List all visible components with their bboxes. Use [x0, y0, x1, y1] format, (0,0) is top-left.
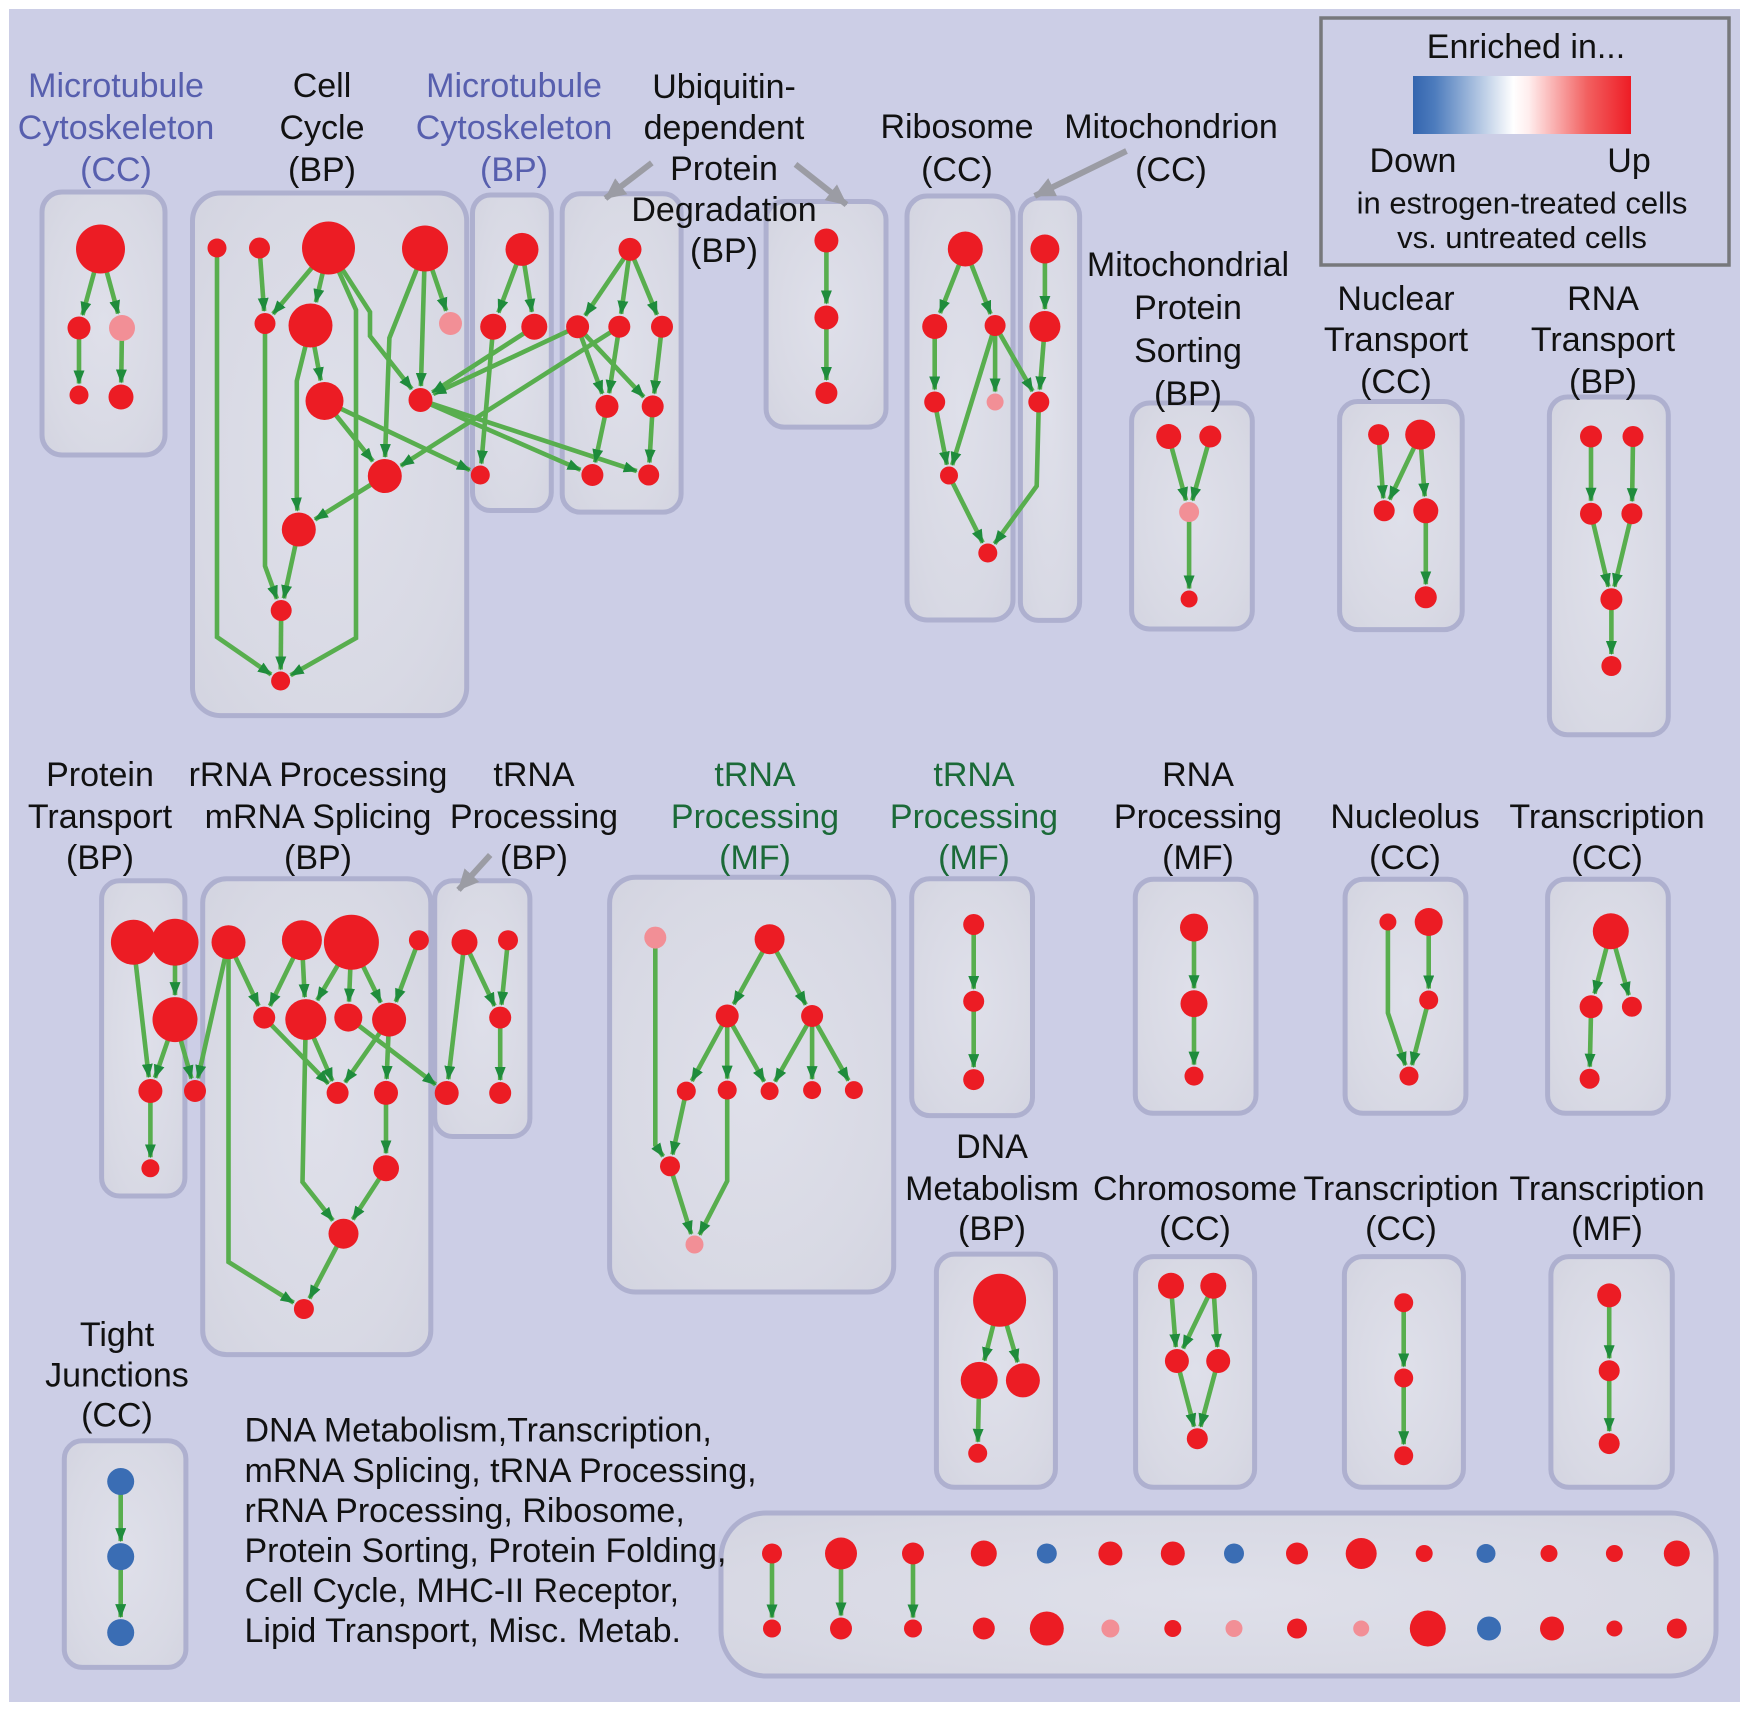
- svg-text:Down: Down: [1370, 142, 1457, 180]
- svg-text:Metabolism: Metabolism: [905, 1170, 1079, 1208]
- svg-text:Degradation: Degradation: [631, 191, 816, 229]
- svg-text:(BP): (BP): [480, 151, 548, 189]
- svg-text:Transport: Transport: [1324, 321, 1469, 359]
- svg-text:(CC): (CC): [81, 1397, 153, 1435]
- svg-text:(CC): (CC): [80, 151, 152, 189]
- svg-text:(CC): (CC): [1135, 151, 1207, 189]
- svg-text:(MF): (MF): [1571, 1210, 1643, 1248]
- svg-text:(CC): (CC): [1571, 839, 1643, 877]
- svg-text:Processing: Processing: [671, 798, 839, 836]
- svg-text:(BP): (BP): [690, 232, 758, 270]
- svg-text:Transcription: Transcription: [1509, 798, 1704, 836]
- svg-text:(BP): (BP): [958, 1210, 1026, 1248]
- svg-text:(CC): (CC): [1365, 1210, 1437, 1248]
- svg-text:Transport: Transport: [28, 798, 173, 836]
- svg-text:DNA: DNA: [956, 1128, 1028, 1166]
- svg-text:Protein: Protein: [670, 150, 778, 188]
- svg-text:(CC): (CC): [1369, 839, 1441, 877]
- svg-text:Transcription: Transcription: [1303, 1170, 1498, 1208]
- svg-text:Processing: Processing: [890, 798, 1058, 836]
- svg-text:Cytoskeleton: Cytoskeleton: [18, 109, 215, 147]
- svg-text:DNA Metabolism,Transcription,: DNA Metabolism,Transcription,: [245, 1412, 712, 1450]
- svg-text:Ribosome: Ribosome: [880, 108, 1033, 146]
- svg-text:Cell Cycle, MHC-II Receptor,: Cell Cycle, MHC-II Receptor,: [245, 1572, 680, 1610]
- svg-text:Mitochondrial: Mitochondrial: [1087, 246, 1289, 284]
- svg-text:(BP): (BP): [1154, 375, 1222, 413]
- svg-text:Protein: Protein: [46, 756, 154, 794]
- svg-text:Microtubule: Microtubule: [426, 67, 602, 105]
- svg-text:(BP): (BP): [284, 839, 352, 877]
- svg-text:in estrogen-treated cells: in estrogen-treated cells: [1357, 186, 1688, 221]
- svg-text:Enriched in...: Enriched in...: [1427, 28, 1625, 66]
- svg-text:Cycle: Cycle: [279, 109, 364, 147]
- svg-text:(BP): (BP): [500, 839, 568, 877]
- svg-text:Processing: Processing: [450, 798, 618, 836]
- svg-text:(MF): (MF): [719, 839, 791, 877]
- svg-text:Chromosome: Chromosome: [1093, 1170, 1297, 1208]
- svg-text:(MF): (MF): [1162, 839, 1234, 877]
- svg-text:Tight: Tight: [80, 1316, 155, 1354]
- svg-text:Mitochondrion: Mitochondrion: [1064, 108, 1278, 146]
- svg-text:tRNA: tRNA: [493, 756, 575, 794]
- svg-text:Nuclear: Nuclear: [1337, 280, 1454, 318]
- svg-text:mRNA Splicing: mRNA Splicing: [205, 798, 432, 836]
- svg-text:Sorting: Sorting: [1134, 332, 1242, 370]
- svg-text:Processing: Processing: [1114, 798, 1282, 836]
- svg-text:(BP): (BP): [66, 839, 134, 877]
- svg-text:(BP): (BP): [288, 151, 356, 189]
- svg-text:Transport: Transport: [1531, 321, 1676, 359]
- svg-text:RNA: RNA: [1162, 756, 1234, 794]
- svg-text:(CC): (CC): [1360, 363, 1432, 401]
- svg-text:Protein Sorting, Protein Foldi: Protein Sorting, Protein Folding,: [245, 1532, 727, 1570]
- svg-text:Microtubule: Microtubule: [28, 67, 204, 105]
- svg-text:(MF): (MF): [938, 839, 1010, 877]
- svg-text:RNA: RNA: [1567, 280, 1639, 318]
- svg-text:(BP): (BP): [1569, 363, 1637, 401]
- svg-text:rRNA Processing, Ribosome,: rRNA Processing, Ribosome,: [245, 1492, 685, 1530]
- svg-text:Cytoskeleton: Cytoskeleton: [416, 109, 613, 147]
- svg-text:Protein: Protein: [1134, 289, 1242, 327]
- svg-text:dependent: dependent: [644, 109, 805, 147]
- svg-text:(CC): (CC): [921, 151, 993, 189]
- svg-text:Transcription: Transcription: [1509, 1170, 1704, 1208]
- svg-text:tRNA: tRNA: [714, 756, 796, 794]
- svg-text:rRNA Processing: rRNA Processing: [189, 756, 448, 794]
- svg-text:(CC): (CC): [1159, 1210, 1231, 1248]
- svg-text:Junctions: Junctions: [45, 1357, 189, 1395]
- svg-text:Up: Up: [1607, 142, 1650, 180]
- svg-text:Nucleolus: Nucleolus: [1330, 798, 1479, 836]
- svg-text:tRNA: tRNA: [933, 756, 1015, 794]
- svg-text:Ubiquitin-: Ubiquitin-: [652, 68, 796, 106]
- svg-text:Cell: Cell: [293, 67, 352, 105]
- svg-text:vs. untreated cells: vs. untreated cells: [1397, 220, 1647, 255]
- svg-text:Lipid Transport, Misc. Metab.: Lipid Transport, Misc. Metab.: [245, 1612, 682, 1650]
- svg-text:mRNA Splicing, tRNA Processing: mRNA Splicing, tRNA Processing,: [245, 1452, 757, 1490]
